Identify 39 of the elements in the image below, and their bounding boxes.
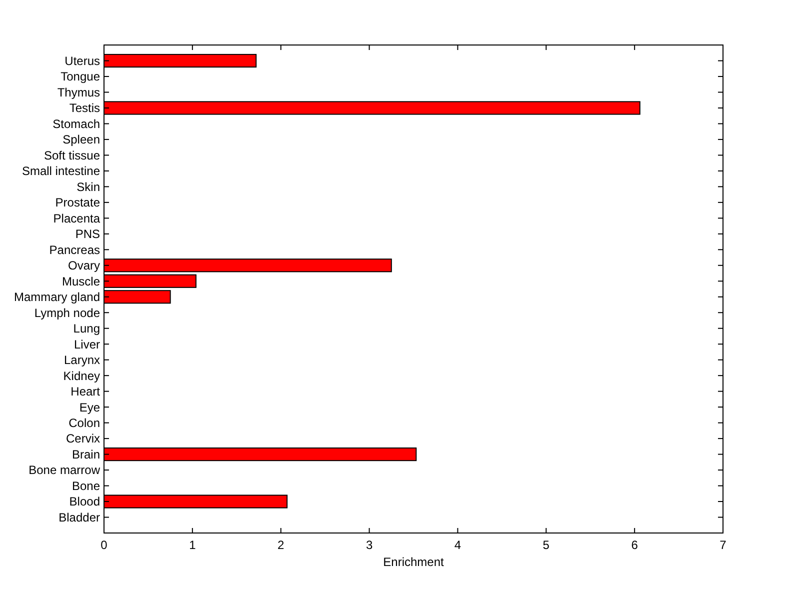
y-tick-label: Placenta <box>53 211 100 226</box>
y-tick-label: Lung <box>73 322 100 336</box>
y-tick-label: Blood <box>69 494 100 509</box>
x-tick-label: 1 <box>189 538 196 552</box>
y-tick-label: Prostate <box>55 196 100 210</box>
y-tick-label: Colon <box>68 416 100 430</box>
y-tick-label: Cervix <box>66 432 100 446</box>
x-tick-label: 6 <box>631 538 638 552</box>
y-tick-label: Mammary gland <box>14 290 100 304</box>
x-tick-label: 5 <box>542 538 550 552</box>
y-tick-label: Small intestine <box>22 164 100 178</box>
y-tick-label: Bone <box>72 478 100 493</box>
y-tick-label: Tongue <box>60 70 100 84</box>
y-tick-label: Heart <box>70 384 101 399</box>
y-tick-label: Spleen <box>62 132 100 147</box>
y-tick-label: Uterus <box>64 54 100 68</box>
y-tick-label: PNS <box>75 227 100 242</box>
y-tick-label: Ovary <box>68 258 100 273</box>
y-tick-label: Brain <box>72 447 100 462</box>
y-tick-label: Eye <box>79 400 100 414</box>
y-tick-label: Muscle <box>62 274 100 288</box>
y-tick-label: Liver <box>74 337 100 352</box>
y-tick-label: Stomach <box>52 116 100 131</box>
x-tick-label: 0 <box>100 538 108 552</box>
y-tick-label: Bladder <box>58 510 100 524</box>
y-tick-label: Lymph node <box>34 306 100 320</box>
x-tick-label: 3 <box>366 538 373 552</box>
y-tick-label: Soft tissue <box>44 148 100 162</box>
y-tick-label: Testis <box>69 101 100 116</box>
y-tick-label: Bone marrow <box>28 463 100 478</box>
x-tick-label: 7 <box>720 538 727 552</box>
y-tick-label: Kidney <box>63 368 100 383</box>
x-tick-label: 4 <box>454 538 462 552</box>
x-axis-title: Enrichment <box>383 555 445 569</box>
y-tick-label: Skin <box>76 180 100 194</box>
x-tick-label: 2 <box>278 538 285 552</box>
y-tick-label: Thymus <box>57 85 100 100</box>
y-tick-label: Larynx <box>64 353 100 368</box>
y-tick-label: Pancreas <box>49 242 100 257</box>
